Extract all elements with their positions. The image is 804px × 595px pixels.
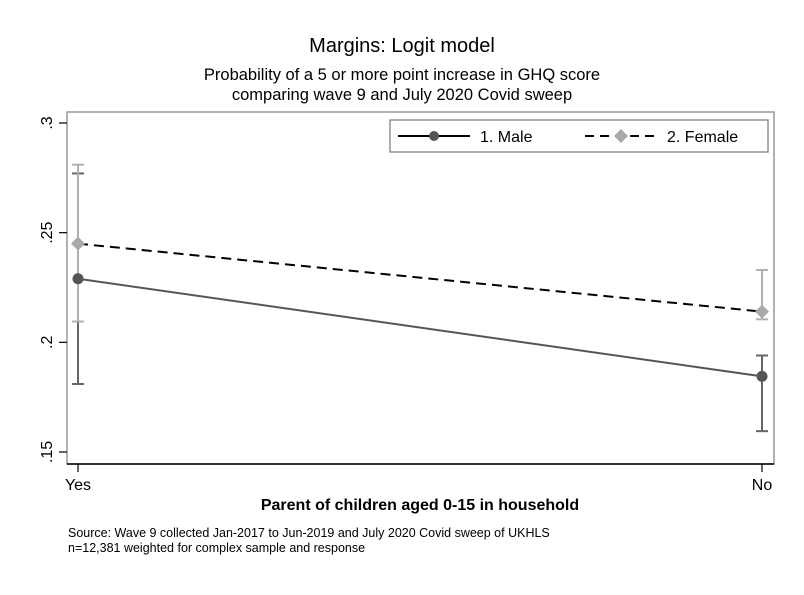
data-point [755,304,769,319]
legend-label-female: 2. Female [667,129,738,146]
x-tick-label: Yes [65,477,91,494]
data-point [71,236,85,251]
data-point [72,273,84,285]
source-note: Source: Wave 9 collected Jan-2017 to Jun… [68,526,550,540]
series-marks [71,163,769,433]
legend-marker-female [614,129,628,143]
y-tick-label: .3 [39,116,56,129]
y-tick-label: .25 [39,221,56,243]
legend-label-male: 1. Male [480,129,533,146]
series-line [77,277,763,378]
data-point [756,370,768,382]
y-tick-label: .15 [39,441,56,463]
y-axis: .15 .2 .25 .3 [39,116,67,463]
y-tick-label: .2 [39,336,56,349]
x-axis-label: Parent of children aged 0-15 in househol… [261,497,579,514]
chart-title: Margins: Logit model [309,35,495,57]
sample-note: n=12,381 weighted for complex sample and… [68,541,365,555]
series-line [77,242,763,313]
x-tick-label: No [752,477,773,494]
chart-subtitle-line-2: comparing wave 9 and July 2020 Covid swe… [232,86,572,104]
legend-box [389,119,769,153]
chart-subtitle-line-1: Probability of a 5 or more point increas… [204,66,600,84]
plot-area [66,111,775,465]
legend: 1. Male 2. Female [389,119,769,153]
x-axis: Yes No [65,463,774,494]
legend-marker-male [429,131,439,141]
